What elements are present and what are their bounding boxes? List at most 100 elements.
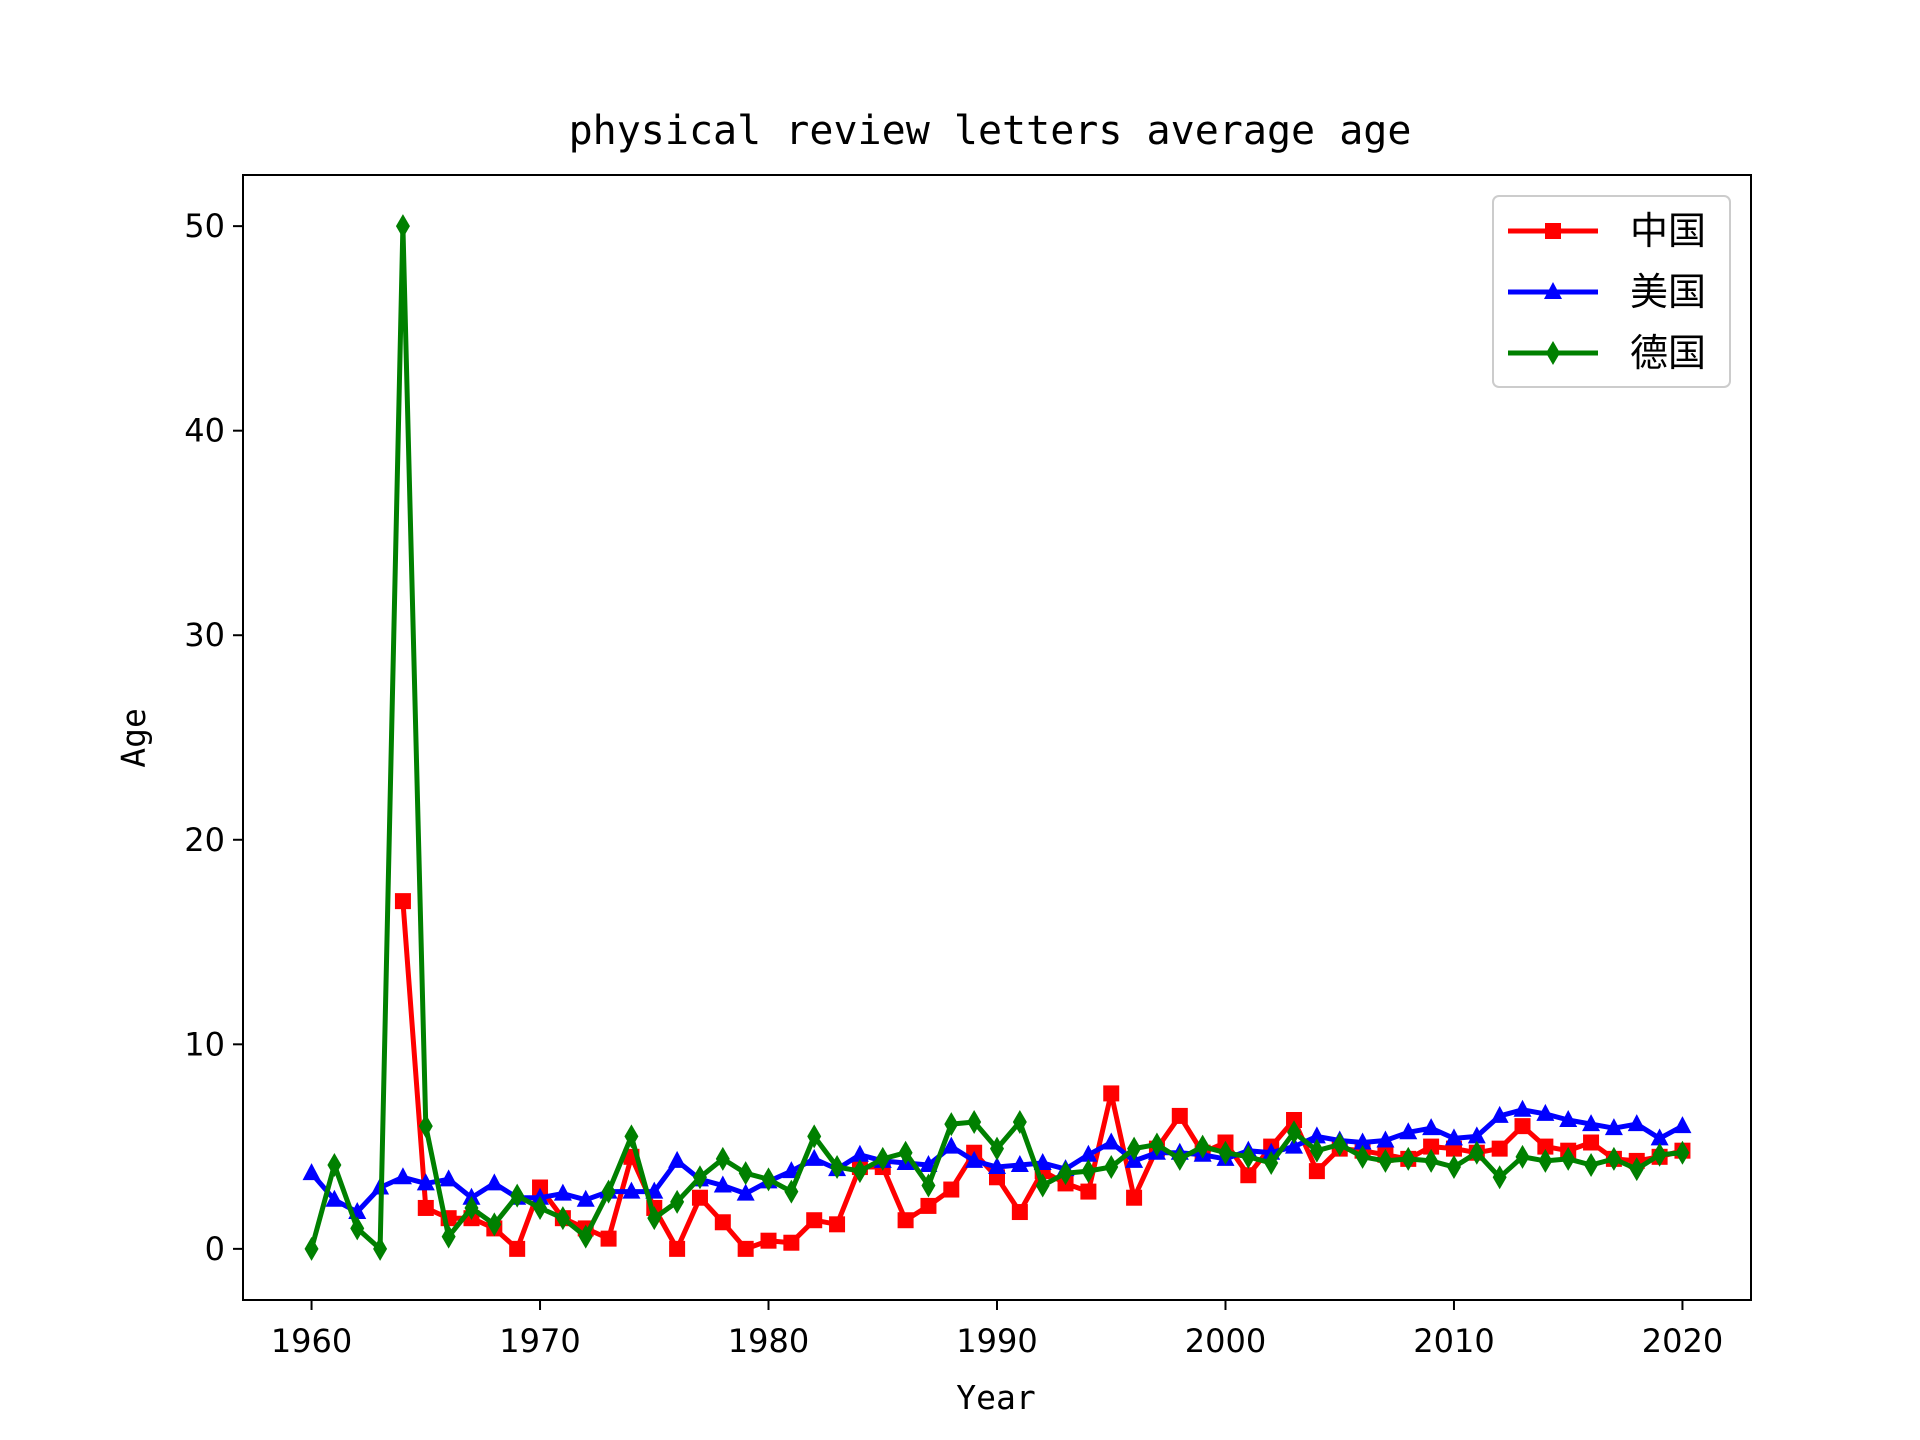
data-point xyxy=(1332,1132,1347,1157)
data-point xyxy=(1583,1134,1600,1151)
data-point xyxy=(1058,1161,1073,1186)
data-point xyxy=(394,893,411,910)
data-point xyxy=(1514,1118,1531,1135)
data-point xyxy=(1422,1118,1441,1136)
data-point xyxy=(533,1195,548,1220)
data-point xyxy=(1149,1132,1164,1157)
data-point xyxy=(670,1189,685,1214)
plot-area xyxy=(302,214,1692,1261)
data-point xyxy=(1650,1128,1669,1146)
data-point xyxy=(1559,1110,1578,1127)
data-point xyxy=(1561,1146,1576,1171)
data-point xyxy=(1492,1165,1507,1190)
y-tick-label: 50 xyxy=(184,207,225,245)
data-point xyxy=(669,1240,686,1257)
y-tick-label: 20 xyxy=(184,821,225,859)
x-tick-label: 2020 xyxy=(1642,1322,1723,1360)
data-point xyxy=(416,1173,435,1191)
data-point xyxy=(1652,1142,1667,1167)
data-point xyxy=(1102,1132,1121,1150)
data-point xyxy=(601,1179,616,1204)
data-point xyxy=(1399,1122,1418,1140)
data-point xyxy=(327,1153,342,1177)
data-point xyxy=(1423,1138,1440,1155)
data-point xyxy=(441,1224,456,1249)
data-point xyxy=(1606,1146,1621,1171)
y-tick-label: 0 xyxy=(205,1230,225,1268)
data-point xyxy=(1127,1136,1142,1161)
data-point xyxy=(967,1110,982,1135)
data-point xyxy=(418,1114,433,1139)
legend-box xyxy=(1492,195,1731,388)
data-point xyxy=(942,1136,961,1154)
data-point xyxy=(417,1199,434,1216)
data-point xyxy=(897,1212,914,1229)
y-tick-label: 40 xyxy=(184,412,225,450)
data-point xyxy=(1012,1110,1027,1135)
data-point xyxy=(553,1183,572,1201)
data-point xyxy=(1080,1183,1097,1200)
data-point xyxy=(898,1140,913,1165)
data-point xyxy=(1218,1140,1233,1165)
chart-title: physical review letters average age xyxy=(569,108,1412,154)
data-point xyxy=(1353,1132,1372,1150)
data-point xyxy=(1490,1105,1509,1123)
data-point xyxy=(807,1124,822,1149)
legend-item: 美国 xyxy=(1508,270,1706,314)
data-point xyxy=(761,1167,776,1192)
data-point xyxy=(1424,1148,1439,1173)
data-point xyxy=(302,1163,321,1181)
data-point xyxy=(1584,1153,1599,1177)
data-point xyxy=(1537,1138,1554,1155)
data-point xyxy=(1536,1103,1555,1121)
data-point xyxy=(373,1236,388,1261)
data-point xyxy=(921,1173,936,1198)
x-tick-label: 1960 xyxy=(271,1322,352,1360)
data-point xyxy=(830,1155,845,1180)
data-point xyxy=(325,1189,344,1207)
data-point xyxy=(1309,1138,1324,1163)
legend-label: 中国 xyxy=(1630,209,1706,253)
legend-marker xyxy=(1545,223,1561,239)
data-point xyxy=(852,1159,867,1184)
series-line xyxy=(309,223,1683,1252)
data-point xyxy=(715,1146,730,1171)
data-point xyxy=(532,1179,549,1196)
y-axis: 0 10 20 30 40 50 xyxy=(184,207,243,1268)
data-point xyxy=(1104,1155,1119,1180)
data-point xyxy=(920,1197,937,1214)
data-point xyxy=(782,1161,801,1179)
data-point xyxy=(1287,1120,1302,1145)
data-point xyxy=(1491,1140,1508,1157)
legend-item: 中国 xyxy=(1508,209,1706,253)
data-point xyxy=(576,1189,595,1207)
data-point xyxy=(990,1136,1004,1161)
data-point xyxy=(850,1144,869,1162)
data-point xyxy=(1103,1085,1120,1102)
data-point xyxy=(1627,1114,1646,1132)
data-point xyxy=(1035,1173,1050,1198)
data-point xyxy=(943,1181,960,1198)
data-point xyxy=(692,1165,707,1190)
series-2 xyxy=(304,214,1690,1261)
data-point xyxy=(1444,1128,1463,1146)
data-point xyxy=(393,1167,412,1185)
data-point xyxy=(647,1206,662,1231)
data-point xyxy=(1538,1148,1553,1173)
data-point xyxy=(1240,1167,1257,1184)
data-point xyxy=(1010,1155,1029,1172)
data-point xyxy=(622,1181,641,1199)
data-point xyxy=(1171,1107,1188,1124)
legend-label: 德国 xyxy=(1630,331,1706,375)
x-axis: 1960 1970 1980 1990 2000 2010 2020 xyxy=(271,1300,1723,1360)
data-point xyxy=(714,1214,731,1231)
data-point xyxy=(691,1189,708,1206)
data-point xyxy=(1446,1155,1461,1180)
data-point xyxy=(439,1169,458,1187)
data-point xyxy=(485,1173,504,1191)
data-point xyxy=(737,1240,754,1257)
data-point xyxy=(1355,1144,1370,1169)
data-point xyxy=(1264,1150,1279,1175)
